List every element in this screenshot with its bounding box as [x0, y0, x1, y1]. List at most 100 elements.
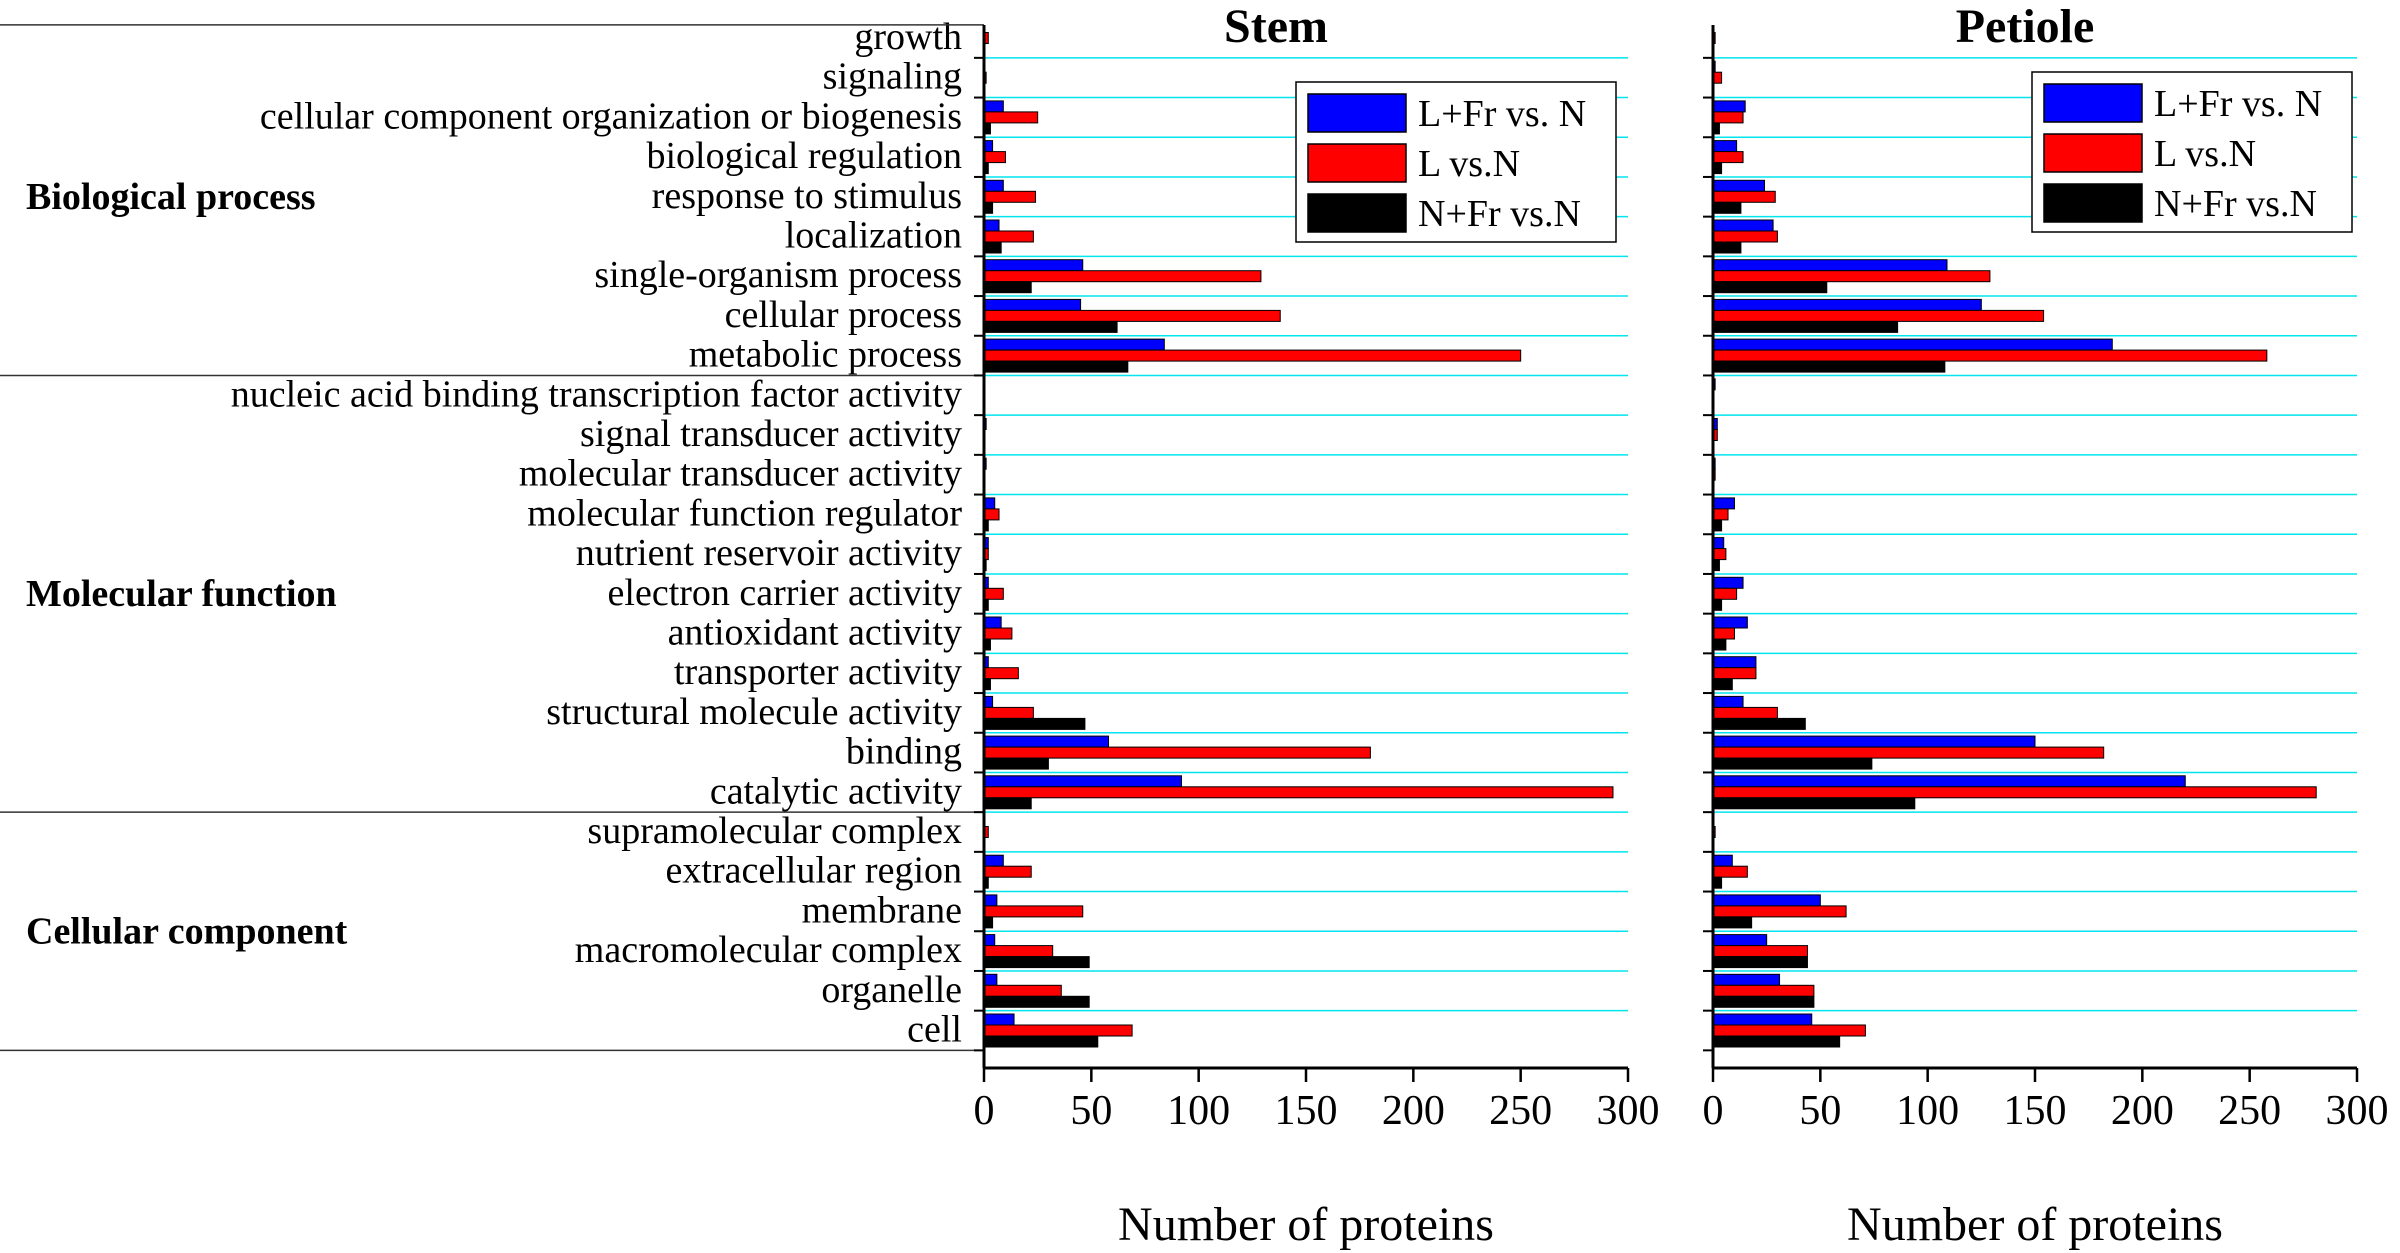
bar-l-fr-vs-n-cell — [1712, 1013, 1813, 1026]
bar-n-fr-vs-n-macromolecular-complex — [1712, 956, 1808, 969]
bar-l-vs-n-metabolic-process — [983, 349, 1522, 362]
bar-l-fr-vs-n-binding — [1712, 735, 2036, 748]
bar-l-vs-n-cell — [1712, 1024, 1866, 1037]
bar-l-fr-vs-n-localization — [1712, 219, 1774, 232]
group-label-molecular-function: Molecular function — [26, 573, 337, 615]
category-label-metabolic-process: metabolic process — [689, 334, 962, 376]
legend-swatch-l-fr-vs-n — [1307, 93, 1407, 133]
bar-l-fr-vs-n-response-to-stimulus — [983, 179, 1004, 192]
bar-l-vs-n-biological-regulation — [983, 151, 1006, 164]
category-label-cellular-component-organization-or-biogenesis: cellular component organization or bioge… — [260, 95, 962, 137]
bar-n-fr-vs-n-localization — [1712, 241, 1742, 254]
bar-l-fr-vs-n-catalytic-activity — [983, 775, 1182, 788]
bar-l-fr-vs-n-binding — [983, 735, 1110, 748]
bar-l-vs-n-antioxidant-activity — [1712, 627, 1735, 640]
bar-n-fr-vs-n-localization — [983, 241, 1002, 254]
bar-l-fr-vs-n-response-to-stimulus — [1712, 179, 1766, 192]
bar-l-vs-n-single-organism-process — [1712, 270, 1991, 283]
bar-l-vs-n-metabolic-process — [1712, 349, 2268, 362]
bar-n-fr-vs-n-response-to-stimulus — [1712, 201, 1742, 214]
bar-l-fr-vs-n-membrane — [983, 894, 998, 907]
chart-title: Stem — [1224, 0, 1328, 53]
bar-l-vs-n-cellular-component-organization-or-biogenesis — [983, 111, 1039, 124]
bar-l-vs-n-organelle — [983, 984, 1062, 997]
group-label-cellular-component: Cellular component — [26, 910, 348, 952]
legend-label-n-fr-vs-n: N+Fr vs.N — [1418, 193, 1581, 235]
bar-l-fr-vs-n-macromolecular-complex — [1712, 934, 1768, 947]
bar-l-fr-vs-n-catalytic-activity — [1712, 775, 2186, 788]
bar-n-fr-vs-n-cellular-process — [1712, 320, 1899, 333]
category-label-localization: localization — [785, 215, 962, 257]
bar-n-fr-vs-n-metabolic-process — [983, 360, 1129, 373]
bar-l-vs-n-binding — [983, 746, 1371, 759]
legend-label-l-fr-vs-n: L+Fr vs. N — [2154, 83, 2322, 125]
bar-n-fr-vs-n-macromolecular-complex — [983, 956, 1090, 969]
category-label-signal-transducer-activity: signal transducer activity — [580, 413, 962, 455]
category-label-electron-carrier-activity: electron carrier activity — [608, 572, 962, 614]
bar-l-vs-n-electron-carrier-activity — [1712, 587, 1738, 600]
x-tick-label: 0 — [1703, 1088, 1724, 1134]
bar-l-vs-n-extracellular-region — [1712, 865, 1748, 878]
category-label-nutrient-reservoir-activity: nutrient reservoir activity — [576, 532, 962, 574]
bar-l-fr-vs-n-electron-carrier-activity — [1712, 576, 1744, 589]
bar-l-fr-vs-n-cellular-process — [1712, 298, 1982, 311]
bar-l-fr-vs-n-transporter-activity — [1712, 656, 1757, 669]
legend-label-l-vs-n: L vs.N — [1418, 143, 1520, 185]
bar-l-fr-vs-n-extracellular-region — [1712, 854, 1733, 867]
legend-swatch-n-fr-vs-n — [2043, 183, 2143, 223]
bar-l-vs-n-antioxidant-activity — [983, 627, 1013, 640]
bar-l-vs-n-macromolecular-complex — [1712, 945, 1808, 958]
bar-l-vs-n-membrane — [1712, 905, 1847, 918]
bar-l-vs-n-localization — [1712, 230, 1778, 243]
bar-l-vs-n-catalytic-activity — [1712, 786, 2317, 799]
category-label-macromolecular-complex: macromolecular complex — [575, 929, 962, 971]
x-tick-label: 0 — [974, 1088, 995, 1134]
x-tick-label: 50 — [1070, 1088, 1112, 1134]
bar-l-vs-n-catalytic-activity — [983, 786, 1614, 799]
category-label-biological-regulation: biological regulation — [646, 135, 962, 177]
bar-l-vs-n-transporter-activity — [983, 667, 1019, 680]
bar-n-fr-vs-n-cell — [983, 1035, 1099, 1048]
category-label-organelle: organelle — [821, 969, 962, 1011]
legend-label-l-vs-n: L vs.N — [2154, 133, 2256, 175]
bar-l-vs-n-macromolecular-complex — [983, 945, 1054, 958]
bar-n-fr-vs-n-single-organism-process — [1712, 281, 1828, 294]
bar-n-fr-vs-n-binding — [983, 757, 1049, 770]
bar-l-fr-vs-n-extracellular-region — [983, 854, 1004, 867]
bar-l-vs-n-cellular-process — [983, 309, 1281, 322]
bar-n-fr-vs-n-single-organism-process — [983, 281, 1032, 294]
bar-l-fr-vs-n-single-organism-process — [1712, 259, 1948, 272]
bar-l-vs-n-extracellular-region — [983, 865, 1032, 878]
legend-swatch-l-fr-vs-n — [2043, 83, 2143, 123]
bar-l-vs-n-cellular-process — [1712, 309, 2045, 322]
x-tick-label: 300 — [1597, 1088, 1660, 1134]
bar-l-vs-n-organelle — [1712, 984, 1815, 997]
x-tick-label: 200 — [1382, 1088, 1445, 1134]
bar-l-vs-n-nutrient-reservoir-activity — [1712, 548, 1727, 561]
bar-l-fr-vs-n-organelle — [983, 973, 998, 986]
legend-swatch-l-vs-n — [2043, 133, 2143, 173]
bar-l-fr-vs-n-cellular-component-organization-or-biogenesis — [983, 100, 1004, 113]
bar-n-fr-vs-n-metabolic-process — [1712, 360, 1946, 373]
bar-n-fr-vs-n-catalytic-activity — [983, 797, 1032, 810]
bar-l-vs-n-membrane — [983, 905, 1084, 918]
bar-l-vs-n-binding — [1712, 746, 2105, 759]
bar-l-fr-vs-n-localization — [983, 219, 1000, 232]
bar-l-fr-vs-n-molecular-function-regulator — [983, 497, 996, 510]
x-tick-label: 300 — [2326, 1088, 2389, 1134]
x-tick-label: 100 — [1896, 1088, 1959, 1134]
bar-l-fr-vs-n-nutrient-reservoir-activity — [1712, 537, 1725, 550]
bar-l-fr-vs-n-membrane — [1712, 894, 1821, 907]
bar-l-vs-n-biological-regulation — [1712, 151, 1744, 164]
bar-l-vs-n-molecular-function-regulator — [1712, 508, 1729, 521]
bar-l-fr-vs-n-structural-molecule-activity — [1712, 695, 1744, 708]
bar-n-fr-vs-n-antioxidant-activity — [1712, 638, 1727, 651]
category-label-cell: cell — [907, 1009, 962, 1051]
bar-l-vs-n-electron-carrier-activity — [983, 587, 1004, 600]
bar-l-fr-vs-n-single-organism-process — [983, 259, 1084, 272]
category-label-molecular-function-regulator: molecular function regulator — [527, 492, 962, 534]
legend-label-l-fr-vs-n: L+Fr vs. N — [1418, 93, 1586, 135]
category-label-single-organism-process: single-organism process — [594, 254, 962, 296]
legend: L+Fr vs. N L vs.N N+Fr vs.N — [2031, 71, 2353, 233]
